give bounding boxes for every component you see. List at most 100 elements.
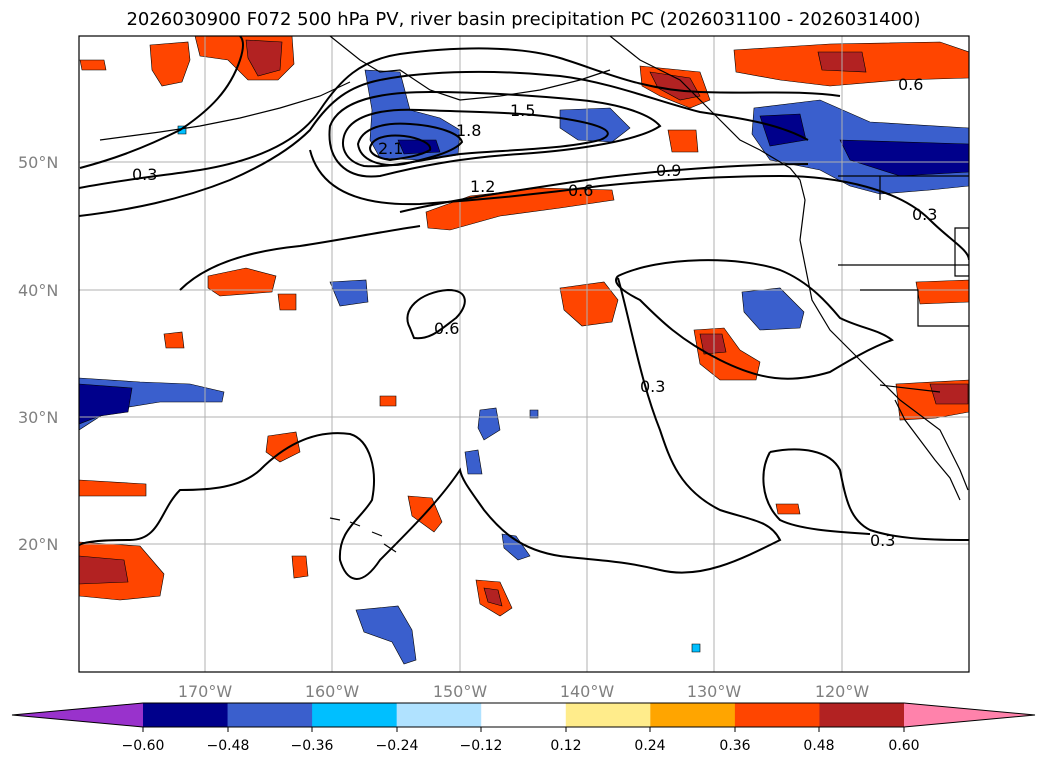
colorbar-tick-label: −0.36 (291, 738, 334, 754)
colorbar-segment (396, 703, 482, 727)
colorbar-tick-label: 0.36 (719, 738, 750, 754)
contour-label: 2.1 (378, 139, 403, 158)
pv-contour (79, 47, 841, 189)
colorbar-tick-label: 0.12 (550, 738, 581, 754)
precip-blob-strong (699, 333, 727, 355)
pv-contour (79, 36, 244, 169)
lon-tick-label: 170°W (178, 682, 233, 701)
colorbar-segment (565, 703, 651, 727)
colorbar-tick-label: −0.24 (376, 738, 419, 754)
colorbar-tick-label: 0.48 (803, 738, 834, 754)
lon-tick-label: 130°W (687, 682, 742, 701)
pv-contour (79, 70, 809, 217)
precip-blob-positive (915, 279, 969, 305)
colorbar-segment (312, 703, 398, 727)
contour-label: 0.6 (898, 75, 923, 94)
contour-label: 0.9 (656, 161, 681, 180)
colorbar-segment (143, 703, 229, 727)
precip-blob-strong-negative (839, 139, 969, 177)
colorbar-segment (227, 703, 313, 727)
colorbar-segments (12, 703, 1035, 727)
precip-shading (79, 36, 969, 665)
plot-area: 0.3 1.5 1.8 2.1 1.2 0.6 0.9 0.6 0.3 0.6 … (79, 36, 969, 672)
precip-blob-strong (929, 383, 969, 405)
precip-blob-positive (667, 129, 699, 153)
contour-label: 1.2 (470, 177, 495, 196)
country-borders (838, 175, 969, 393)
hawaii-islands (329, 517, 397, 553)
colorbar-tick-label: −0.60 (122, 738, 165, 754)
precip-blob-negative (529, 409, 539, 419)
colorbar-segment (819, 703, 905, 727)
precip-blob-positive (149, 41, 191, 87)
precip-blob-positive (265, 431, 301, 463)
precip-blob-positive (79, 59, 107, 71)
pv-contour (762, 451, 871, 535)
colorbar-ticks (142, 727, 905, 732)
map-title: 2026030900 F072 500 hPa PV, river basin … (126, 9, 921, 30)
precip-blob-strong (649, 71, 701, 101)
precip-blob-negative (741, 287, 805, 331)
precip-blob-strong-negative (397, 139, 441, 155)
baja-coastline (894, 399, 961, 501)
lon-tick-label: 120°W (815, 682, 870, 701)
colorbar: −0.60 −0.48 −0.36 −0.24 −0.12 0.12 0.24 … (11, 702, 1036, 754)
precip-blob-strong-negative (79, 383, 133, 425)
lat-tick-label: 50°N (18, 153, 58, 172)
lat-tick-labels: 50°N 40°N 30°N 20°N (18, 153, 58, 554)
pv-contour (615, 259, 894, 380)
contour-label: 0.6 (568, 181, 593, 200)
precip-blob-negative (355, 605, 417, 665)
colorbar-segment (734, 703, 820, 727)
pv-contour (368, 134, 432, 162)
precip-blob-negative (501, 533, 531, 561)
contour-label: 1.5 (510, 101, 535, 120)
precip-blob-negative (464, 449, 483, 475)
alaska-coastline (329, 36, 611, 101)
contour-label: 0.3 (640, 377, 665, 396)
precip-blob-positive (277, 293, 297, 311)
contour-label: 0.3 (912, 205, 937, 224)
precip-blob-negative (477, 407, 501, 441)
colorbar-segment (650, 703, 736, 727)
precip-blob-positive (559, 281, 619, 327)
pv-contour (356, 122, 464, 166)
precip-blob-strong (245, 39, 283, 77)
precip-blob-light-negative (691, 643, 701, 653)
pv-contour (769, 448, 969, 541)
pv-contour (399, 163, 809, 213)
precip-blob-positive (379, 395, 397, 407)
precip-blob-positive (79, 479, 147, 497)
colorbar-segment (481, 703, 567, 727)
lat-tick-label: 30°N (18, 408, 58, 427)
precip-blob-negative (329, 279, 369, 307)
pv-contour (179, 225, 421, 291)
colorbar-tick-label: 0.60 (888, 738, 919, 754)
pv-contour (406, 288, 466, 340)
gridlines (79, 36, 969, 672)
plot-frame (78, 35, 970, 673)
lat-tick-label: 20°N (18, 535, 58, 554)
contour-label: 0.3 (132, 165, 157, 184)
pv-contour (342, 108, 609, 168)
contour-labels: 0.3 1.5 1.8 2.1 1.2 0.6 0.9 0.6 0.3 0.6 … (132, 75, 937, 550)
colorbar-tick-labels: −0.60 −0.48 −0.36 −0.24 −0.12 0.12 0.24 … (122, 738, 920, 754)
colorbar-extend-max (904, 703, 1035, 727)
lon-tick-label: 150°W (433, 682, 488, 701)
colorbar-tick-label: −0.12 (460, 738, 503, 754)
lon-tick-labels: 170°W 160°W 150°W 140°W 130°W 120°W (178, 682, 870, 701)
contour-label: 0.6 (434, 319, 459, 338)
precip-blob-strong (483, 587, 503, 607)
pv-contour (79, 277, 782, 580)
colorbar-extend-min (12, 703, 143, 727)
precip-blob-positive (207, 267, 277, 297)
lon-tick-label: 160°W (305, 682, 360, 701)
pv-contours (79, 36, 969, 580)
pv-contour (309, 149, 969, 261)
pv-contour (328, 90, 662, 178)
precip-blob-positive (163, 331, 185, 349)
aleutian-islands (99, 81, 351, 141)
contour-label: 0.3 (870, 531, 895, 550)
contour-label: 1.8 (456, 121, 481, 140)
